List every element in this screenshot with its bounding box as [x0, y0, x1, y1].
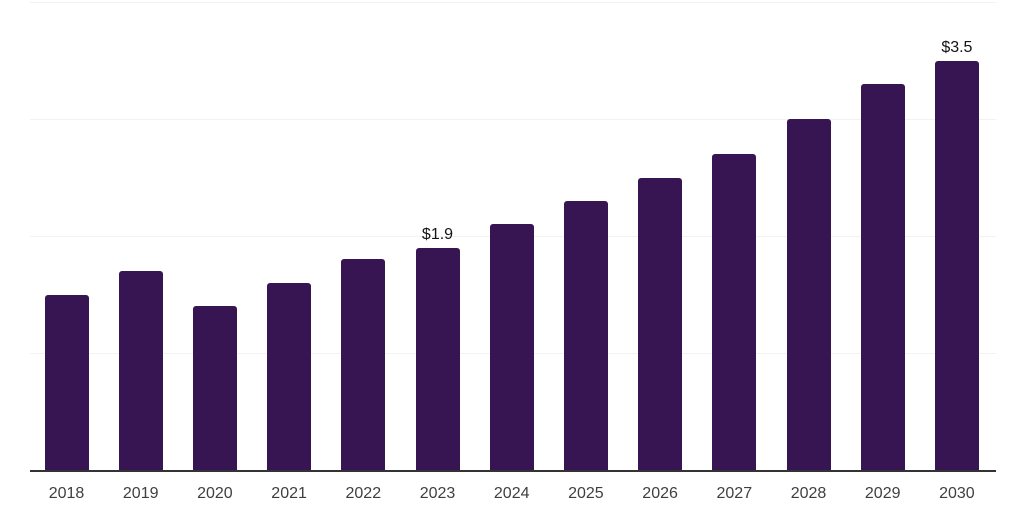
x-tick-label-2018: 2018	[48, 485, 85, 502]
x-axis-line	[30, 470, 996, 472]
x-tick-label-2022: 2022	[345, 485, 382, 502]
bar-2026	[638, 177, 683, 470]
bar-2027	[712, 154, 757, 470]
x-tick-label-2021: 2021	[271, 485, 307, 502]
bar-2021	[267, 282, 312, 470]
value-label-2023: $1.9	[421, 225, 454, 243]
value-label-2030: $3.5	[941, 38, 973, 56]
bar-2030	[934, 60, 979, 470]
bar-2029	[860, 83, 905, 470]
x-tick-label-2019: 2019	[122, 485, 159, 502]
bar-2023	[415, 247, 460, 470]
x-tick-label-2025: 2025	[568, 485, 604, 502]
bar-2018	[44, 294, 89, 470]
bar-2025	[563, 200, 608, 470]
x-tick-label-2023: 2023	[419, 485, 456, 502]
bar-2022	[341, 259, 386, 470]
x-tick-label-2024: 2024	[493, 485, 530, 502]
bar-2024	[489, 224, 534, 470]
bar-2028	[786, 119, 831, 470]
x-tick-label-2028: 2028	[790, 485, 827, 502]
gridline-y-3	[30, 119, 996, 120]
x-tick-label-2020: 2020	[197, 485, 233, 502]
bar-2019	[118, 271, 163, 470]
x-tick-label-2029: 2029	[864, 485, 901, 502]
bar-2020	[192, 306, 237, 470]
x-tick-label-2030: 2030	[939, 485, 975, 502]
x-tick-label-2026: 2026	[642, 485, 678, 502]
x-tick-label-2027: 2027	[716, 485, 753, 502]
gridline-y-4	[30, 2, 996, 3]
